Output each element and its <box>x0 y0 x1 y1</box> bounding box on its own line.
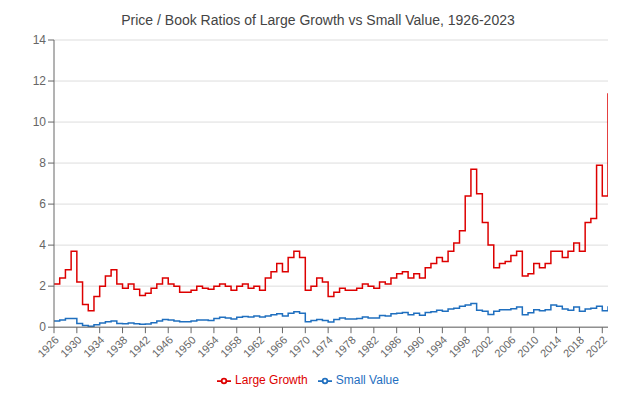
svg-text:1946: 1946 <box>149 334 175 360</box>
svg-text:2022: 2022 <box>583 334 609 360</box>
svg-text:2006: 2006 <box>492 334 518 360</box>
svg-text:1942: 1942 <box>127 334 153 360</box>
html-text:Large Growth: Large Growth <box>235 373 308 388</box>
svg-text:14: 14 <box>33 33 47 47</box>
svg-text:2: 2 <box>39 279 46 293</box>
svg-text:12: 12 <box>33 74 47 88</box>
svg-text:4: 4 <box>39 238 46 252</box>
svg-text:6: 6 <box>39 197 46 211</box>
svg-text:1974: 1974 <box>309 334 335 360</box>
svg-text:1954: 1954 <box>195 334 221 360</box>
html-text:Small Value: Small Value <box>335 373 399 388</box>
svg-text:2018: 2018 <box>561 334 587 360</box>
svg-text:0: 0 <box>39 320 46 334</box>
svg-text:1926: 1926 <box>35 334 61 360</box>
svg-text:1982: 1982 <box>355 334 381 360</box>
html-text:Price / Book Ratios of Large G: Price / Book Ratios of Large Growth vs S… <box>121 12 515 28</box>
svg-text:2010: 2010 <box>515 334 541 360</box>
svg-text:10: 10 <box>33 115 47 129</box>
svg-text:1986: 1986 <box>378 334 404 360</box>
svg-text:1938: 1938 <box>104 334 130 360</box>
svg-text:2002: 2002 <box>469 334 495 360</box>
svg-text:1978: 1978 <box>332 334 358 360</box>
svg-text:1934: 1934 <box>81 334 107 360</box>
svg-text:1966: 1966 <box>264 334 290 360</box>
svg-text:1950: 1950 <box>172 334 198 360</box>
svg-text:1958: 1958 <box>218 334 244 360</box>
svg-text:8: 8 <box>39 156 46 170</box>
svg-text:2014: 2014 <box>538 334 564 360</box>
svg-text:1930: 1930 <box>58 334 84 360</box>
svg-text:1990: 1990 <box>401 334 427 360</box>
svg-text:1970: 1970 <box>286 334 312 360</box>
svg-text:1994: 1994 <box>424 334 450 360</box>
svg-text:1962: 1962 <box>241 334 267 360</box>
svg-text:1998: 1998 <box>446 334 472 360</box>
